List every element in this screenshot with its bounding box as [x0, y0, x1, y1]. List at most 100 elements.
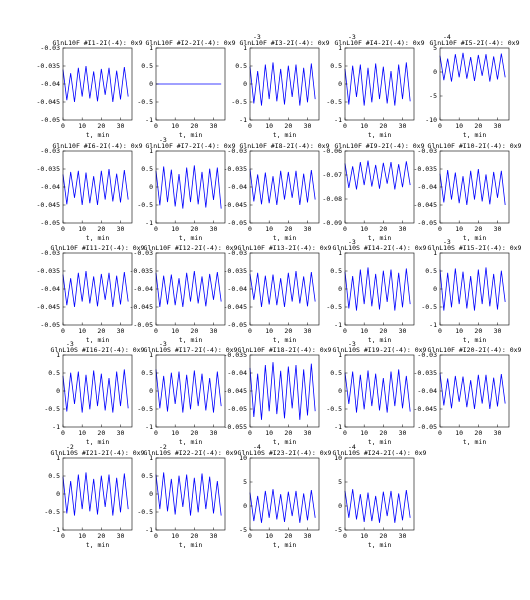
y-tick-label: 0.5 — [141, 369, 153, 377]
y-tick-label: -0.045 — [414, 201, 438, 209]
y-tick-label: 0.5 — [330, 62, 342, 70]
y-tick-label: -0.035 — [224, 165, 248, 173]
y-tick-label: -0.035 — [224, 267, 248, 275]
x-tick-label: 10 — [78, 532, 86, 540]
y-tick-label: 1 — [149, 147, 153, 155]
x-tick-label: 0 — [438, 429, 442, 437]
x-axis-label: t, min — [368, 234, 392, 242]
y-tick-label: -0.035 — [37, 267, 61, 275]
x-tick-label: 0 — [154, 429, 158, 437]
x-tick-label: 20 — [284, 225, 292, 233]
x-tick-label: 20 — [474, 225, 482, 233]
signal-line — [62, 472, 129, 516]
y-tick-label: -0.5 — [137, 508, 153, 516]
x-tick-label: 0 — [248, 122, 252, 130]
y-tick-label: -1 — [145, 116, 153, 124]
x-tick-label: 30 — [304, 532, 312, 540]
y-tick-label: 10 — [239, 454, 247, 462]
x-tick-label: 0 — [154, 532, 158, 540]
y-tick-label: -0.5 — [137, 201, 153, 209]
axis-exponent: -3 — [159, 136, 167, 144]
x-tick-label: 30 — [210, 122, 218, 130]
x-tick-label: 10 — [265, 532, 273, 540]
x-tick-label: 0 — [248, 225, 252, 233]
plot-title: GlnL10F #I9-2I(-4): 0x9 — [334, 142, 424, 150]
x-axis-label: t, min — [463, 336, 487, 344]
y-tick-label: -0.04 — [40, 183, 60, 191]
plot-frame — [344, 150, 415, 224]
y-tick-label: 0 — [433, 285, 437, 293]
y-tick-label: -0.045 — [224, 387, 248, 395]
x-tick-label: 0 — [343, 327, 347, 335]
y-tick-label: 1 — [243, 44, 247, 52]
signal-line — [249, 489, 316, 523]
signal-line — [344, 62, 411, 106]
x-tick-label: 30 — [399, 225, 407, 233]
x-tick-label: 30 — [210, 532, 218, 540]
y-tick-label: -0.045 — [224, 303, 248, 311]
y-tick-label: -0.04 — [417, 387, 437, 395]
x-tick-label: 10 — [171, 532, 179, 540]
y-tick-label: -1 — [145, 219, 153, 227]
y-tick-label: 0 — [433, 68, 437, 76]
y-tick-label: -0.03 — [417, 351, 437, 359]
y-tick-label: -0.08 — [322, 195, 342, 203]
x-tick-label: 20 — [97, 122, 105, 130]
y-tick-label: -0.04 — [40, 285, 60, 293]
x-tick-label: 10 — [78, 225, 86, 233]
y-tick-label: -0.035 — [37, 62, 61, 70]
x-tick-label: 20 — [97, 429, 105, 437]
signal-line — [439, 168, 506, 206]
y-tick-label: -1 — [334, 423, 342, 431]
y-tick-label: 1 — [149, 351, 153, 359]
y-tick-label: -0.04 — [417, 183, 437, 191]
y-tick-label: -0.03 — [40, 147, 60, 155]
signal-line — [62, 369, 129, 413]
y-tick-label: -0.03 — [417, 147, 437, 155]
x-tick-label: 10 — [265, 429, 273, 437]
y-tick-label: -0.05 — [417, 423, 437, 431]
x-tick-label: 30 — [304, 327, 312, 335]
x-axis-label: t, min — [179, 541, 203, 549]
plot-frame — [155, 354, 226, 428]
y-tick-label: 1 — [433, 249, 437, 257]
x-axis-label: t, min — [179, 234, 203, 242]
x-tick-label: 30 — [304, 225, 312, 233]
x-tick-label: 0 — [438, 225, 442, 233]
x-tick-label: 10 — [265, 327, 273, 335]
y-tick-label: 1 — [338, 44, 342, 52]
x-tick-label: 10 — [171, 327, 179, 335]
x-tick-label: 20 — [379, 532, 387, 540]
y-tick-label: 5 — [338, 478, 342, 486]
y-tick-label: 0.5 — [141, 472, 153, 480]
x-tick-label: 10 — [265, 225, 273, 233]
axis-exponent: -4 — [348, 443, 356, 451]
signal-line — [439, 372, 506, 410]
x-axis-label: t, min — [368, 131, 392, 139]
plot-title: GlnL10S #I14-2I(-4): 0x9 — [333, 244, 427, 252]
x-tick-label: 30 — [304, 122, 312, 130]
x-axis-label: t, min — [273, 541, 297, 549]
x-tick-label: 10 — [171, 429, 179, 437]
x-tick-label: 10 — [171, 122, 179, 130]
y-tick-label: 0.5 — [141, 62, 153, 70]
x-tick-label: 30 — [117, 429, 125, 437]
y-tick-label: -0.5 — [137, 405, 153, 413]
x-tick-label: 20 — [284, 532, 292, 540]
x-tick-label: 20 — [284, 327, 292, 335]
y-tick-label: -0.045 — [37, 303, 61, 311]
x-tick-label: 30 — [117, 225, 125, 233]
y-tick-label: 0.5 — [330, 369, 342, 377]
y-tick-label: -5 — [429, 92, 437, 100]
signal-line — [155, 472, 222, 516]
y-tick-label: -0.05 — [133, 321, 153, 329]
plot-frame — [439, 354, 510, 428]
signal-line — [344, 267, 411, 311]
y-tick-label: -0.035 — [224, 351, 248, 359]
x-axis-label: t, min — [273, 234, 297, 242]
x-axis-label: t, min — [86, 234, 110, 242]
y-tick-label: 0 — [243, 502, 247, 510]
x-tick-label: 0 — [343, 122, 347, 130]
x-tick-label: 30 — [494, 327, 502, 335]
x-axis-label: t, min — [179, 336, 203, 344]
